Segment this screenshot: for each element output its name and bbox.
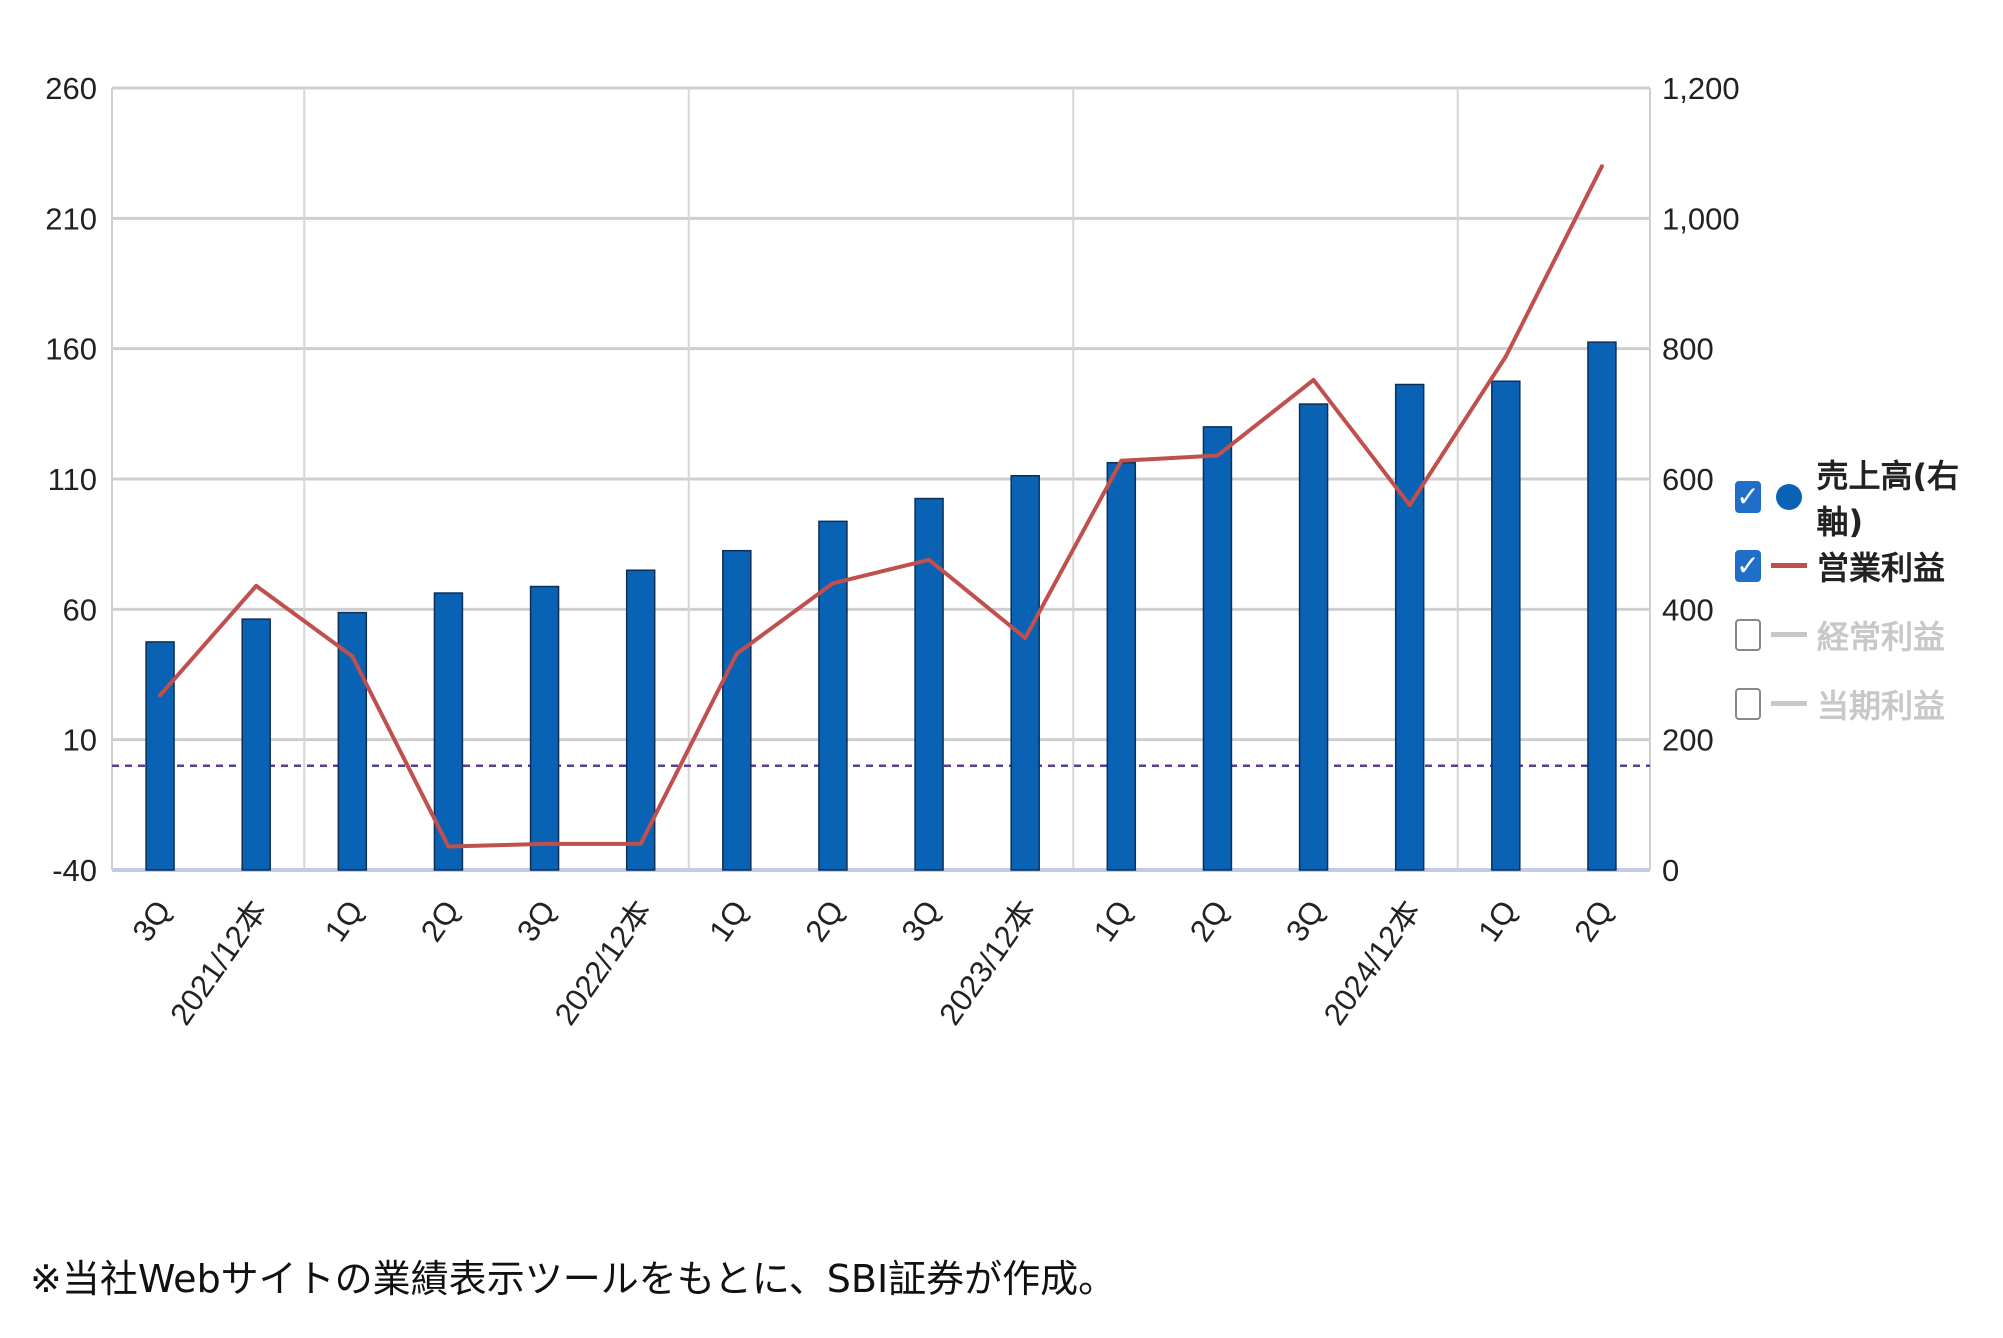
operating-profit-line <box>158 164 1604 849</box>
operating-profit-point <box>927 557 932 562</box>
left-tick-label: 60 <box>63 592 97 627</box>
x-tick-label: 1Q <box>318 894 370 948</box>
legend-symbol-revenue <box>1769 481 1808 513</box>
revenue-bar <box>1106 461 1137 871</box>
right-tick-label: 200 <box>1662 723 1714 758</box>
operating-profit-point <box>1599 164 1604 169</box>
legend-item-operating-profit[interactable]: ✓ 営業利益 <box>1735 531 2003 600</box>
legend-symbol-net-profit <box>1769 688 1809 720</box>
x-tick-label: 3Q <box>894 894 946 948</box>
operating-profit-polyline <box>158 165 1604 849</box>
left-tick-label: 160 <box>45 332 97 367</box>
left-tick-label: 10 <box>63 723 97 758</box>
revenue-bars <box>145 341 1617 871</box>
x-tick-label: 1Q <box>1471 894 1523 948</box>
revenue-bar <box>914 497 944 871</box>
legend-symbol-operating-profit <box>1769 550 1809 582</box>
revenue-bar <box>145 641 175 871</box>
axes <box>111 88 1651 872</box>
x-tick-label: 3Q <box>125 894 177 948</box>
x-tick-label: 2024/12本 <box>1317 894 1428 1031</box>
left-tick-label: -40 <box>52 853 97 888</box>
revenue-bar <box>625 569 656 871</box>
revenue-bar <box>1491 380 1521 871</box>
right-tick-label: 800 <box>1662 332 1714 367</box>
legend-label-ordinary-profit: 経常利益 <box>1817 617 1946 656</box>
legend-label-operating-profit: 営業利益 <box>1817 548 1946 587</box>
x-tick-label: 2Q <box>1567 894 1619 948</box>
legend-checkbox-operating-profit[interactable]: ✓ <box>1735 548 1761 582</box>
operating-profit-point <box>1407 503 1412 508</box>
left-tick-label: 110 <box>48 462 97 497</box>
legend-checkbox-ordinary-profit[interactable]: ✓ <box>1735 618 1761 651</box>
legend-checkbox-revenue[interactable]: ✓ <box>1735 479 1761 513</box>
right-tick-label: 600 <box>1662 462 1714 497</box>
left-tick-label: 210 <box>45 201 97 236</box>
right-tick-label: 1,200 <box>1662 71 1740 106</box>
x-tick-label: 2Q <box>798 894 850 948</box>
x-tick-label: 2Q <box>1183 894 1235 948</box>
revenue-bar <box>1587 341 1617 871</box>
x-tick-label: 2022/12本 <box>548 894 659 1031</box>
chart-legend: ✓ 売上高(右軸) ✓ 営業利益 ✓ 経常利益 ✓ 当期利益 <box>1735 457 2003 738</box>
revenue-bar <box>1298 403 1329 871</box>
operating-profit-point <box>254 583 259 588</box>
revenue-bar <box>722 549 752 871</box>
revenue-bar <box>241 618 271 871</box>
x-tick-label: 2023/12本 <box>932 894 1043 1031</box>
x-tick-label: 3Q <box>1279 894 1331 948</box>
revenue-bar <box>529 585 560 871</box>
left-tick-label: 260 <box>45 71 97 106</box>
x-tick-label: 2Q <box>414 894 466 948</box>
operating-profit-point <box>446 844 451 849</box>
revenue-bar <box>818 520 848 871</box>
operating-profit-point <box>1311 377 1316 382</box>
x-tick-label: 2021/12本 <box>163 894 274 1031</box>
x-tick-label: 3Q <box>510 894 562 948</box>
footnote: ※当社Webサイトの業績表示ツールをもとに、SBI証券が作成。 <box>30 1257 1117 1301</box>
x-tick-label: 1Q <box>702 894 754 948</box>
operating-profit-point <box>1503 354 1508 359</box>
legend-item-ordinary-profit[interactable]: ✓ 経常利益 <box>1735 600 2003 669</box>
operating-profit-point <box>1119 458 1124 463</box>
revenue-bar <box>1394 383 1425 871</box>
legend-checkbox-net-profit[interactable]: ✓ <box>1735 687 1761 720</box>
legend-item-net-profit[interactable]: ✓ 当期利益 <box>1735 669 2003 738</box>
revenue-bar <box>1202 426 1233 871</box>
right-tick-label: 400 <box>1662 592 1714 627</box>
x-tick-label: 1Q <box>1087 894 1139 948</box>
axis-labels: 260 210 160 110 60 10 -40 1,200 1,000 800 600 400 20… <box>45 71 1739 1031</box>
legend-label-revenue: 売上高(右軸) <box>1816 456 1960 541</box>
legend-label-net-profit: 当期利益 <box>1817 686 1946 725</box>
operating-profit-point <box>830 581 835 586</box>
legend-symbol-ordinary-profit <box>1769 619 1809 651</box>
operating-profit-point <box>542 841 547 846</box>
legend-item-revenue[interactable]: ✓ 売上高(右軸) <box>1735 457 2003 541</box>
operating-profit-point <box>1215 453 1220 458</box>
right-tick-label: 1,000 <box>1662 201 1740 236</box>
right-tick-label: 0 <box>1662 853 1679 888</box>
operating-profit-point <box>638 841 643 846</box>
operating-profit-point <box>1023 636 1028 641</box>
operating-profit-point <box>350 654 355 659</box>
operating-profit-point <box>158 693 163 698</box>
revenue-bar <box>1010 474 1040 871</box>
operating-profit-point <box>734 651 739 656</box>
